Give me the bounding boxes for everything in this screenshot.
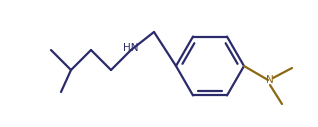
- Text: HN: HN: [123, 43, 139, 53]
- Text: N: N: [266, 75, 274, 85]
